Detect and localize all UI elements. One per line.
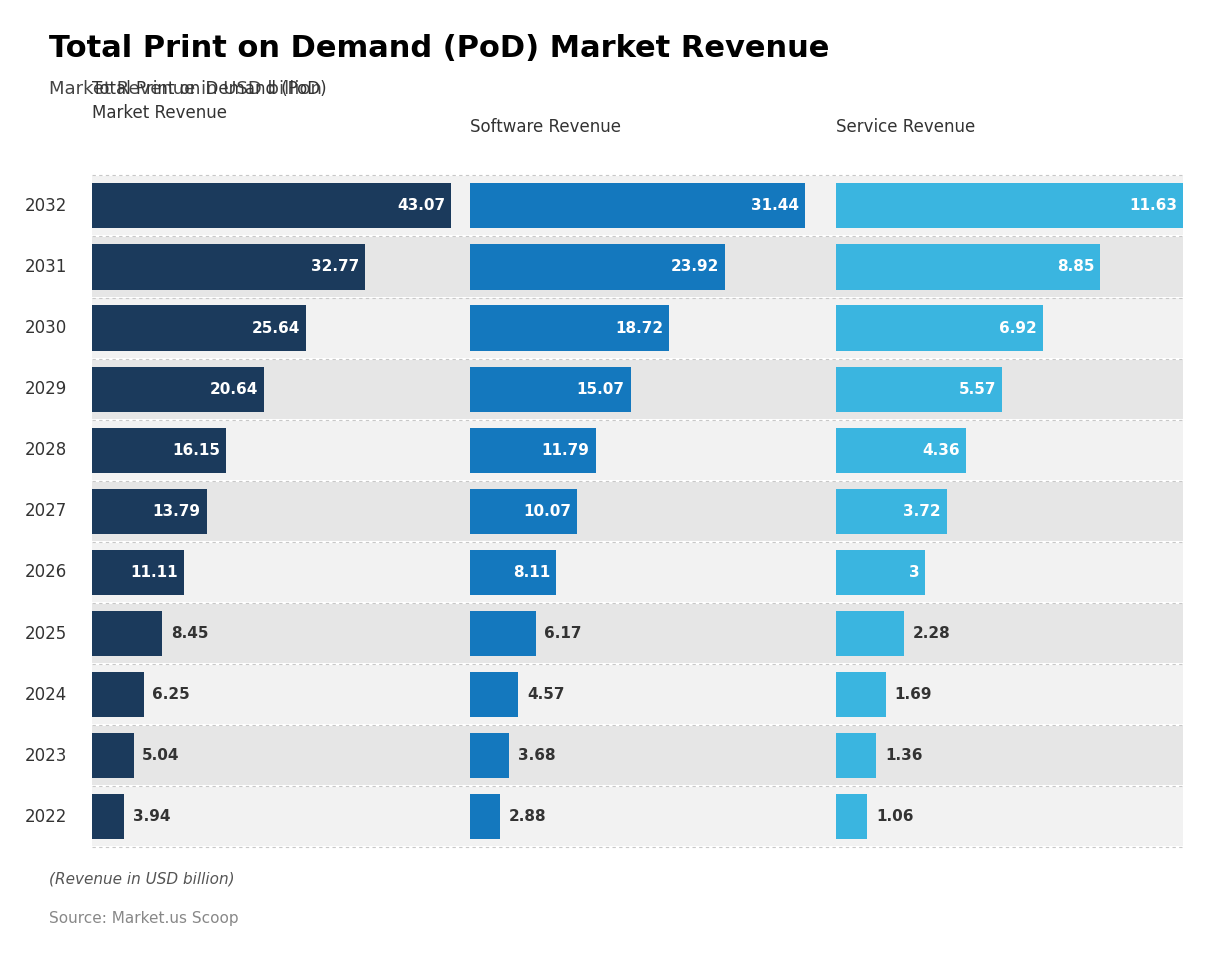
Text: 8.85: 8.85 [1057, 259, 1094, 275]
Text: 13.79: 13.79 [152, 504, 200, 519]
Text: 11.11: 11.11 [131, 565, 178, 580]
Text: 2023: 2023 [24, 747, 67, 765]
Text: 5.04: 5.04 [143, 748, 179, 764]
Text: 23.92: 23.92 [671, 259, 719, 275]
Text: Total Print on Demand (PoD) Market Revenue: Total Print on Demand (PoD) Market Reven… [49, 34, 830, 63]
Text: 2024: 2024 [24, 686, 67, 703]
Text: 2022: 2022 [24, 807, 67, 826]
Text: 43.07: 43.07 [398, 199, 445, 213]
Text: (Revenue in USD billion): (Revenue in USD billion) [49, 872, 234, 886]
Text: 6.25: 6.25 [152, 687, 190, 702]
Text: 20.64: 20.64 [210, 382, 257, 396]
Text: Total Print on Demand (PoD)
Market Revenue: Total Print on Demand (PoD) Market Reven… [92, 80, 326, 122]
Text: 18.72: 18.72 [615, 320, 664, 336]
Text: 3.68: 3.68 [517, 748, 555, 764]
Text: 2030: 2030 [24, 319, 67, 337]
Text: 1.06: 1.06 [876, 809, 914, 824]
Text: 2029: 2029 [24, 380, 67, 398]
Text: 5.57: 5.57 [959, 382, 996, 396]
Text: 2.28: 2.28 [913, 626, 950, 641]
Text: Market Revenue in USD billion: Market Revenue in USD billion [49, 80, 322, 97]
Text: 3: 3 [909, 565, 920, 580]
Text: 11.79: 11.79 [542, 443, 589, 458]
Text: 2.88: 2.88 [509, 809, 547, 824]
Text: 4.57: 4.57 [527, 687, 565, 702]
Text: 2031: 2031 [24, 258, 67, 276]
Text: 31.44: 31.44 [752, 199, 799, 213]
Text: 2027: 2027 [24, 503, 67, 520]
Text: 2032: 2032 [24, 197, 67, 215]
Text: 32.77: 32.77 [311, 259, 359, 275]
Text: 1.36: 1.36 [884, 748, 922, 764]
Text: Software Revenue: Software Revenue [470, 119, 621, 136]
Text: 8.45: 8.45 [171, 626, 209, 641]
Text: 8.11: 8.11 [512, 565, 550, 580]
Text: 11.63: 11.63 [1130, 199, 1177, 213]
Text: Source: Market.us Scoop: Source: Market.us Scoop [49, 911, 238, 925]
Text: 3.72: 3.72 [903, 504, 941, 519]
Text: 2026: 2026 [24, 563, 67, 581]
Text: Service Revenue: Service Revenue [836, 119, 975, 136]
Text: 10.07: 10.07 [523, 504, 571, 519]
Text: 2025: 2025 [24, 624, 67, 643]
Text: 2028: 2028 [24, 441, 67, 460]
Text: 4.36: 4.36 [922, 443, 960, 458]
Text: 15.07: 15.07 [576, 382, 625, 396]
Text: 1.69: 1.69 [894, 687, 932, 702]
Text: 6.17: 6.17 [544, 626, 582, 641]
Text: 25.64: 25.64 [251, 320, 300, 336]
Text: 3.94: 3.94 [133, 809, 171, 824]
Text: 16.15: 16.15 [172, 443, 221, 458]
Text: 6.92: 6.92 [999, 320, 1037, 336]
